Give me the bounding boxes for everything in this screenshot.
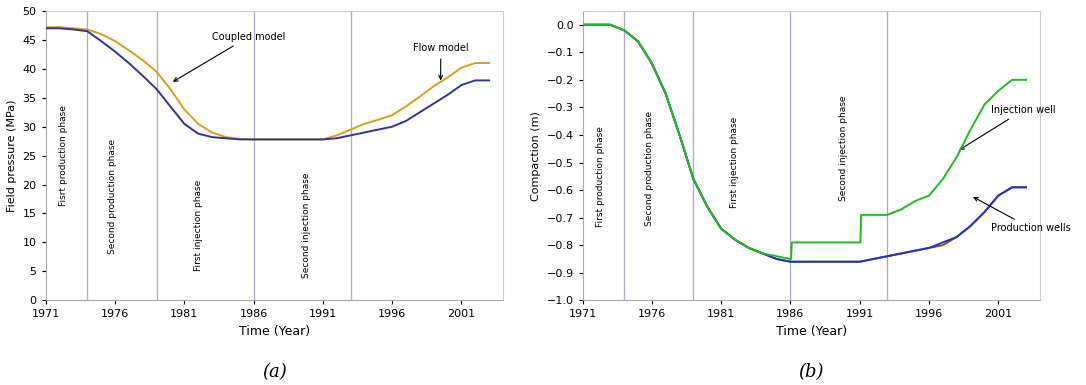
Text: Production wells: Production wells: [974, 198, 1071, 233]
Text: Fisrt production phase: Fisrt production phase: [59, 105, 68, 206]
Y-axis label: Compaction (m): Compaction (m): [531, 110, 541, 201]
Text: (b): (b): [798, 363, 824, 381]
Text: Second production phase: Second production phase: [644, 110, 654, 226]
X-axis label: Time (Year): Time (Year): [775, 325, 847, 338]
Text: First injection phase: First injection phase: [731, 117, 740, 208]
X-axis label: Time (Year): Time (Year): [239, 325, 310, 338]
Text: First injection phase: First injection phase: [193, 179, 203, 271]
Text: (a): (a): [262, 363, 287, 381]
Text: Second injection phase: Second injection phase: [838, 96, 847, 201]
Text: Coupled model: Coupled model: [174, 32, 286, 81]
Text: Second production phase: Second production phase: [108, 139, 116, 254]
Text: Flow model: Flow model: [413, 44, 468, 79]
Y-axis label: Field pressure (MPa): Field pressure (MPa): [7, 99, 17, 212]
Text: First production phase: First production phase: [596, 126, 605, 227]
Text: Injection well: Injection well: [960, 105, 1056, 149]
Text: Second injection phase: Second injection phase: [302, 172, 311, 278]
